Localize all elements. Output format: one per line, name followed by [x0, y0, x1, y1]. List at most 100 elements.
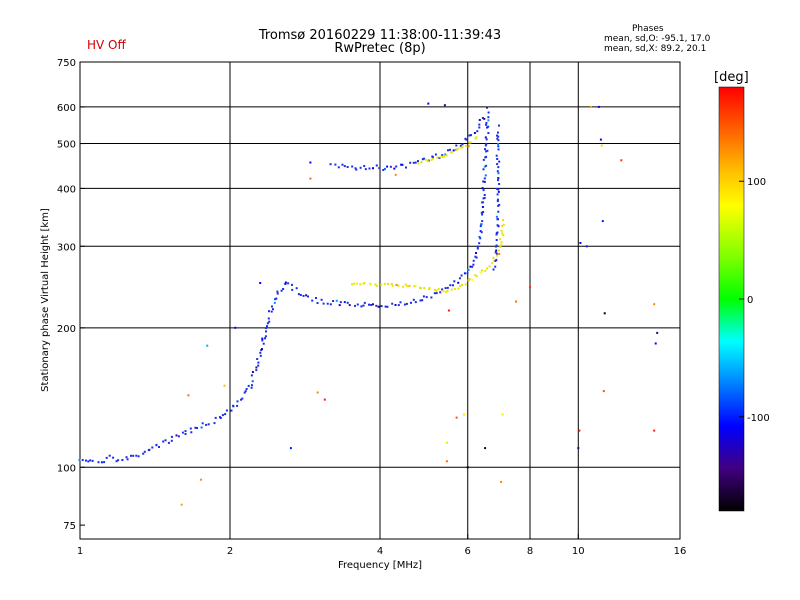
data-point — [496, 187, 499, 190]
data-point — [467, 268, 470, 271]
data-point — [404, 283, 407, 286]
data-point — [426, 160, 429, 163]
data-point — [274, 298, 277, 301]
data-point — [461, 143, 464, 146]
x-tick-label: 8 — [527, 546, 533, 557]
data-point — [155, 444, 158, 447]
data-point — [420, 161, 423, 163]
x-tick-label: 6 — [465, 546, 471, 557]
data-point — [354, 167, 357, 170]
data-point — [368, 303, 370, 306]
data-point — [372, 303, 374, 306]
data-point — [579, 242, 582, 244]
data-point — [362, 304, 365, 307]
data-point — [363, 165, 366, 167]
data-point — [311, 299, 314, 302]
data-point — [132, 454, 135, 457]
data-point — [445, 460, 448, 463]
data-point — [356, 303, 359, 306]
data-point — [475, 136, 478, 139]
data-point — [485, 121, 488, 124]
data-point — [287, 282, 290, 285]
data-point — [389, 165, 392, 168]
data-point — [430, 158, 433, 161]
data-point — [480, 231, 483, 234]
data-point — [435, 289, 438, 292]
data-point — [112, 456, 115, 459]
data-point — [289, 447, 292, 450]
data-point — [299, 294, 302, 296]
data-point — [405, 166, 407, 169]
data-point — [465, 138, 468, 141]
data-point — [261, 348, 263, 351]
data-point — [224, 413, 227, 416]
data-point — [190, 431, 193, 434]
data-point — [291, 288, 294, 291]
data-point — [259, 354, 262, 357]
data-point — [487, 132, 490, 134]
data-point — [487, 119, 490, 122]
data-point — [297, 293, 300, 296]
data-point — [483, 196, 486, 199]
phase-stats-o-mode: mean, sd,O: -95.1, 17.0 — [604, 34, 711, 44]
data-point — [374, 283, 377, 286]
data-point — [422, 295, 425, 298]
data-point — [383, 167, 386, 170]
data-point — [125, 456, 128, 459]
data-point — [236, 404, 239, 407]
colorbar-ticks: 100 0 -100 — [739, 177, 770, 424]
data-point — [469, 141, 472, 144]
data-point — [452, 284, 454, 287]
data-point — [480, 211, 483, 214]
data-point — [334, 163, 337, 166]
data-point — [390, 283, 393, 285]
data-point — [470, 134, 472, 137]
data-point — [449, 284, 452, 287]
data-point — [234, 326, 237, 329]
data-point — [597, 105, 600, 108]
data-point — [428, 288, 431, 291]
x-tick-label: 2 — [227, 546, 233, 557]
data-point — [459, 285, 461, 287]
data-point — [482, 168, 485, 171]
data-point — [468, 134, 471, 137]
data-point — [103, 461, 106, 464]
data-point — [468, 141, 471, 144]
data-point — [244, 390, 247, 393]
data-point — [495, 215, 498, 218]
data-point — [243, 391, 246, 394]
data-point — [497, 143, 500, 145]
colorbar-tick-label: 100 — [747, 177, 766, 188]
data-point — [402, 285, 405, 288]
data-point — [85, 459, 87, 462]
data-point — [232, 404, 235, 407]
data-point — [501, 413, 504, 416]
data-point — [307, 295, 309, 298]
data-point — [261, 339, 264, 342]
data-point — [205, 423, 208, 426]
y-tick-label: 500 — [57, 140, 76, 151]
data-point — [492, 256, 495, 259]
data-point — [341, 163, 344, 166]
chart-title-line2: RwPretec (8p) — [334, 41, 426, 56]
data-point — [502, 218, 504, 221]
data-point — [421, 158, 424, 161]
data-point — [499, 245, 502, 248]
data-point — [251, 371, 254, 373]
data-point — [320, 298, 323, 301]
data-point — [181, 431, 184, 434]
data-point — [474, 255, 477, 258]
data-point — [382, 169, 385, 171]
data-point — [221, 414, 224, 417]
y-axis-label: Stationary phase Virtual Height [km] — [40, 208, 51, 392]
data-point — [419, 299, 422, 302]
data-point — [409, 161, 412, 164]
data-point — [241, 397, 244, 400]
data-point — [435, 292, 438, 295]
data-point — [439, 291, 442, 294]
data-point — [117, 459, 120, 462]
data-point — [479, 230, 482, 232]
data-point — [439, 156, 442, 159]
data-point — [377, 305, 380, 308]
data-point — [455, 144, 458, 147]
